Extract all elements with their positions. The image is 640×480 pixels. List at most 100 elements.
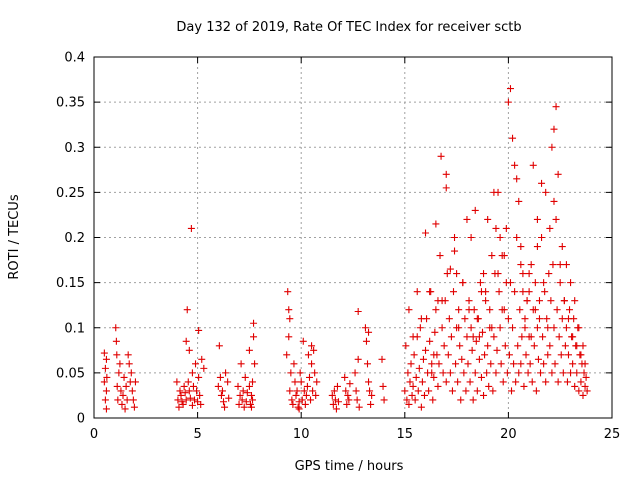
data-point [354, 308, 362, 316]
data-point [180, 382, 188, 390]
data-point [251, 360, 259, 368]
data-point [492, 224, 500, 232]
data-point [502, 279, 510, 287]
data-point [345, 396, 353, 404]
data-point [466, 378, 474, 386]
data-point [533, 324, 541, 332]
data-point [548, 369, 556, 377]
data-point [577, 378, 585, 386]
data-point [245, 382, 253, 390]
data-point [113, 351, 121, 359]
data-point [422, 346, 430, 354]
data-point [486, 324, 494, 332]
data-point [567, 279, 575, 287]
data-point [455, 306, 463, 314]
data-point [516, 306, 524, 314]
data-point [497, 360, 505, 368]
data-point [218, 387, 226, 395]
data-point [490, 188, 498, 196]
data-point [551, 360, 559, 368]
data-point [428, 360, 436, 368]
data-point [100, 349, 108, 357]
data-point [131, 378, 139, 386]
data-point [122, 382, 130, 390]
data-point [308, 342, 316, 350]
data-point [116, 360, 124, 368]
data-point [499, 378, 507, 386]
data-point [380, 396, 388, 404]
data-point [100, 378, 108, 386]
data-point [503, 369, 511, 377]
x-tick-label: 10 [293, 427, 310, 442]
data-point [342, 387, 350, 395]
data-point [200, 364, 208, 372]
data-point [378, 355, 386, 363]
data-point [249, 396, 257, 404]
data-point [332, 405, 340, 413]
data-point [457, 396, 465, 404]
data-point [463, 215, 471, 223]
data-point [569, 333, 577, 341]
data-point [293, 387, 301, 395]
data-point [295, 398, 303, 406]
data-point [571, 297, 579, 305]
data-point [554, 378, 562, 386]
data-point [405, 400, 413, 408]
data-point [562, 261, 570, 269]
data-point [480, 270, 488, 278]
data-point [528, 378, 536, 386]
data-point [431, 328, 439, 336]
data-point [500, 252, 508, 260]
data-point [515, 369, 523, 377]
data-point [451, 234, 459, 241]
data-point [295, 405, 303, 413]
data-point [477, 373, 485, 381]
data-point [101, 364, 109, 372]
data-point [436, 252, 444, 260]
data-point [538, 179, 546, 187]
data-point [485, 382, 493, 390]
data-point [287, 369, 295, 377]
data-point [352, 387, 360, 395]
data-point [579, 391, 587, 399]
data-point [506, 85, 514, 93]
data-point [439, 369, 447, 377]
data-point [115, 369, 123, 377]
data-point [240, 403, 248, 411]
data-point [501, 342, 509, 350]
data-point [409, 382, 417, 390]
data-point [124, 351, 132, 359]
grid [94, 57, 612, 418]
x-tick-label: 5 [193, 427, 201, 442]
data-point [215, 342, 223, 350]
data-point [504, 315, 512, 323]
data-point [291, 378, 299, 386]
data-point [432, 306, 440, 314]
data-point [179, 400, 187, 408]
data-point [542, 188, 550, 196]
data-point [238, 396, 246, 404]
data-point [540, 279, 548, 287]
y-tick-label: 0.35 [56, 96, 85, 111]
data-point [117, 387, 125, 395]
data-point [504, 98, 512, 106]
data-point [550, 125, 558, 133]
data-point [515, 197, 523, 205]
data-point [341, 373, 349, 381]
data-point [432, 220, 440, 228]
data-point [553, 306, 561, 314]
data-point [404, 369, 412, 377]
data-point [304, 351, 312, 359]
data-point [534, 355, 542, 363]
data-point [447, 333, 455, 341]
data-point [242, 398, 250, 406]
data-point [283, 351, 291, 359]
data-point [406, 378, 414, 386]
data-point [529, 161, 537, 169]
data-point [420, 391, 428, 399]
data-point [496, 234, 504, 241]
data-point [329, 400, 337, 408]
data-point [542, 378, 550, 386]
data-point [245, 346, 253, 354]
